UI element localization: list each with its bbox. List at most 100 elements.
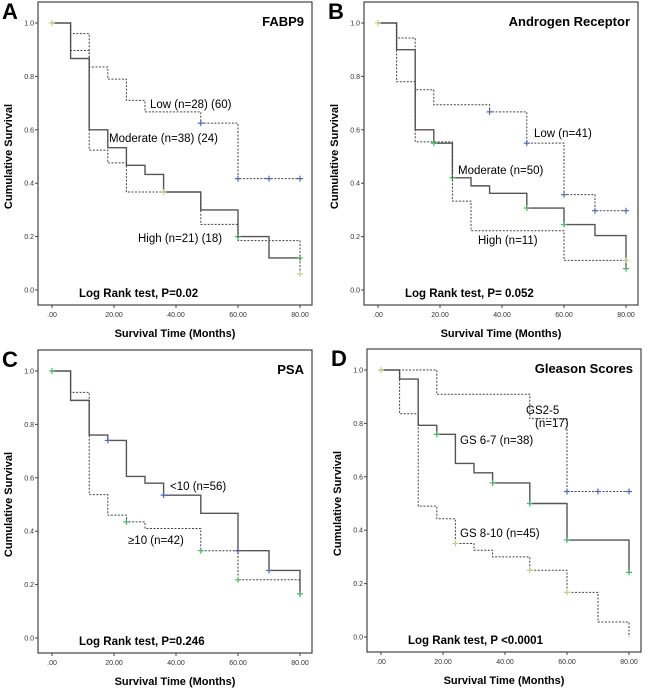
log-rank-annotation: Log Rank test, P= 0.052	[405, 288, 534, 300]
x-tick-label: 20.00	[105, 660, 123, 667]
y-tick-label: 0.2	[24, 582, 34, 589]
censor-mark	[266, 175, 272, 182]
censor-mark	[526, 567, 533, 574]
y-tick-label: 0.6	[353, 474, 363, 481]
log-rank-annotation: Log Rank test, P=0.246	[79, 636, 205, 648]
group-label: High (n=21) (18)	[138, 233, 222, 245]
y-tick-label: 0.0	[353, 635, 363, 642]
x-tick-label: .00	[373, 312, 383, 319]
censor-mark	[378, 367, 384, 373]
panel-letter: B	[328, 0, 344, 24]
survival-curve-3	[378, 22, 626, 261]
y-tick-label: 0.2	[353, 581, 363, 588]
censor-mark	[523, 205, 530, 212]
x-tick-label: 60.00	[229, 660, 247, 667]
plot-frame	[363, 1, 639, 306]
censor-mark	[523, 140, 530, 147]
censor-mark	[297, 590, 303, 597]
y-tick-label: 0.6	[24, 475, 34, 482]
y-axis-label: Cumulative Survival	[332, 451, 344, 556]
censor-mark	[526, 500, 533, 507]
x-tick-label: 20.00	[105, 312, 123, 319]
y-tick-label: 0.2	[24, 234, 34, 241]
km-panel-c: C PSA 0.0 0.2 0.4 0.6 0.8 1.0 .00 20.00 40.00 60.00…	[2, 347, 313, 688]
y-axis-label: Cumulative Survival	[3, 452, 15, 557]
x-tick-label: 80.00	[291, 660, 309, 667]
x-axis-label: Survival Time (Months)	[441, 328, 562, 340]
log-rank-annotation: Log Rank test, P=0.02	[79, 288, 198, 300]
censor-mark	[430, 140, 437, 147]
x-tick-label: 40.00	[493, 312, 511, 319]
censor-mark	[564, 537, 570, 544]
censor-mark	[197, 120, 204, 127]
censor-mark	[626, 569, 632, 576]
panel-title: PSA	[277, 362, 304, 377]
plot-frame	[366, 348, 642, 653]
y-tick-label: 0.8	[350, 74, 360, 81]
panel-letter: D	[331, 346, 347, 371]
censor-mark	[486, 108, 493, 115]
x-tick-label: 60.00	[229, 312, 247, 319]
censor-mark	[623, 207, 629, 214]
survival-curve-3	[381, 369, 630, 637]
x-tick-label: 40.00	[496, 659, 514, 666]
group-label: ≥10 (n=42)	[128, 535, 184, 547]
censor-mark	[123, 518, 130, 525]
censor-mark	[235, 175, 241, 182]
x-tick-label: .00	[376, 659, 386, 666]
y-axis-label: Cumulative Survival	[3, 104, 15, 209]
x-axis-label: Survival Time (Months)	[444, 675, 565, 687]
group-label: Moderate (n=50)	[458, 165, 544, 177]
censor-mark	[197, 547, 204, 554]
group-label: High (n=11)	[478, 235, 538, 247]
y-tick-label: 0.8	[353, 421, 363, 428]
censor-mark	[266, 567, 272, 574]
censor-mark	[375, 20, 381, 26]
group-label: <10 (n=56)	[170, 481, 226, 493]
km-panel-b: B Androgen Receptor 0.0 0.2 0.4 0.6 0.8 1.0 .00 2…	[328, 0, 639, 340]
censor-mark	[564, 589, 570, 596]
y-tick-label: 0.0	[24, 288, 34, 295]
censor-mark	[561, 221, 567, 228]
group-label: Low (n=41)	[534, 128, 592, 140]
y-tick-label: 0.4	[353, 528, 363, 535]
censor-mark	[623, 265, 629, 272]
y-tick-label: 0.4	[24, 181, 34, 188]
group-label: (n=17)	[535, 418, 569, 430]
y-tick-label: 1.0	[24, 21, 34, 28]
survival-curve-2	[378, 22, 627, 269]
x-tick-label: 40.00	[167, 660, 185, 667]
censor-mark	[592, 207, 598, 214]
x-tick-label: .00	[47, 660, 57, 667]
y-tick-label: 0.6	[350, 127, 360, 134]
plot-frame	[37, 349, 313, 654]
censor-mark	[49, 20, 55, 26]
x-tick-label: 20.00	[434, 659, 452, 666]
censor-mark	[564, 488, 570, 495]
x-axis-label: Survival Time (Months)	[115, 328, 236, 340]
plot-frame	[37, 1, 313, 306]
y-tick-label: 1.0	[24, 369, 34, 376]
y-axis-label: Cumulative Survival	[329, 104, 341, 209]
group-label: GS 6-7 (n=38)	[460, 435, 533, 447]
survival-curve-2	[381, 369, 630, 573]
x-tick-label: 60.00	[555, 312, 573, 319]
censor-mark	[433, 431, 440, 438]
censor-mark	[49, 368, 55, 374]
censor-mark	[626, 488, 632, 495]
km-panel-d: D Gleason Scores 0.0 0.2 0.4 0.6 0.8 1.0 .00 20.0…	[331, 346, 642, 687]
y-tick-label: 0.0	[24, 636, 34, 643]
censor-mark	[160, 492, 167, 499]
x-tick-label: 80.00	[620, 659, 638, 666]
censor-mark	[160, 189, 167, 196]
censor-mark	[235, 576, 241, 583]
censor-mark	[104, 437, 111, 444]
y-tick-label: 0.2	[350, 234, 360, 241]
y-tick-label: 0.4	[350, 181, 360, 188]
censor-mark	[297, 175, 303, 182]
x-axis-label: Survival Time (Months)	[115, 676, 236, 688]
x-tick-label: 60.00	[558, 659, 576, 666]
panel-letter: C	[2, 347, 18, 372]
survival-curve-1	[378, 22, 626, 212]
survival-curve-3	[52, 22, 301, 274]
